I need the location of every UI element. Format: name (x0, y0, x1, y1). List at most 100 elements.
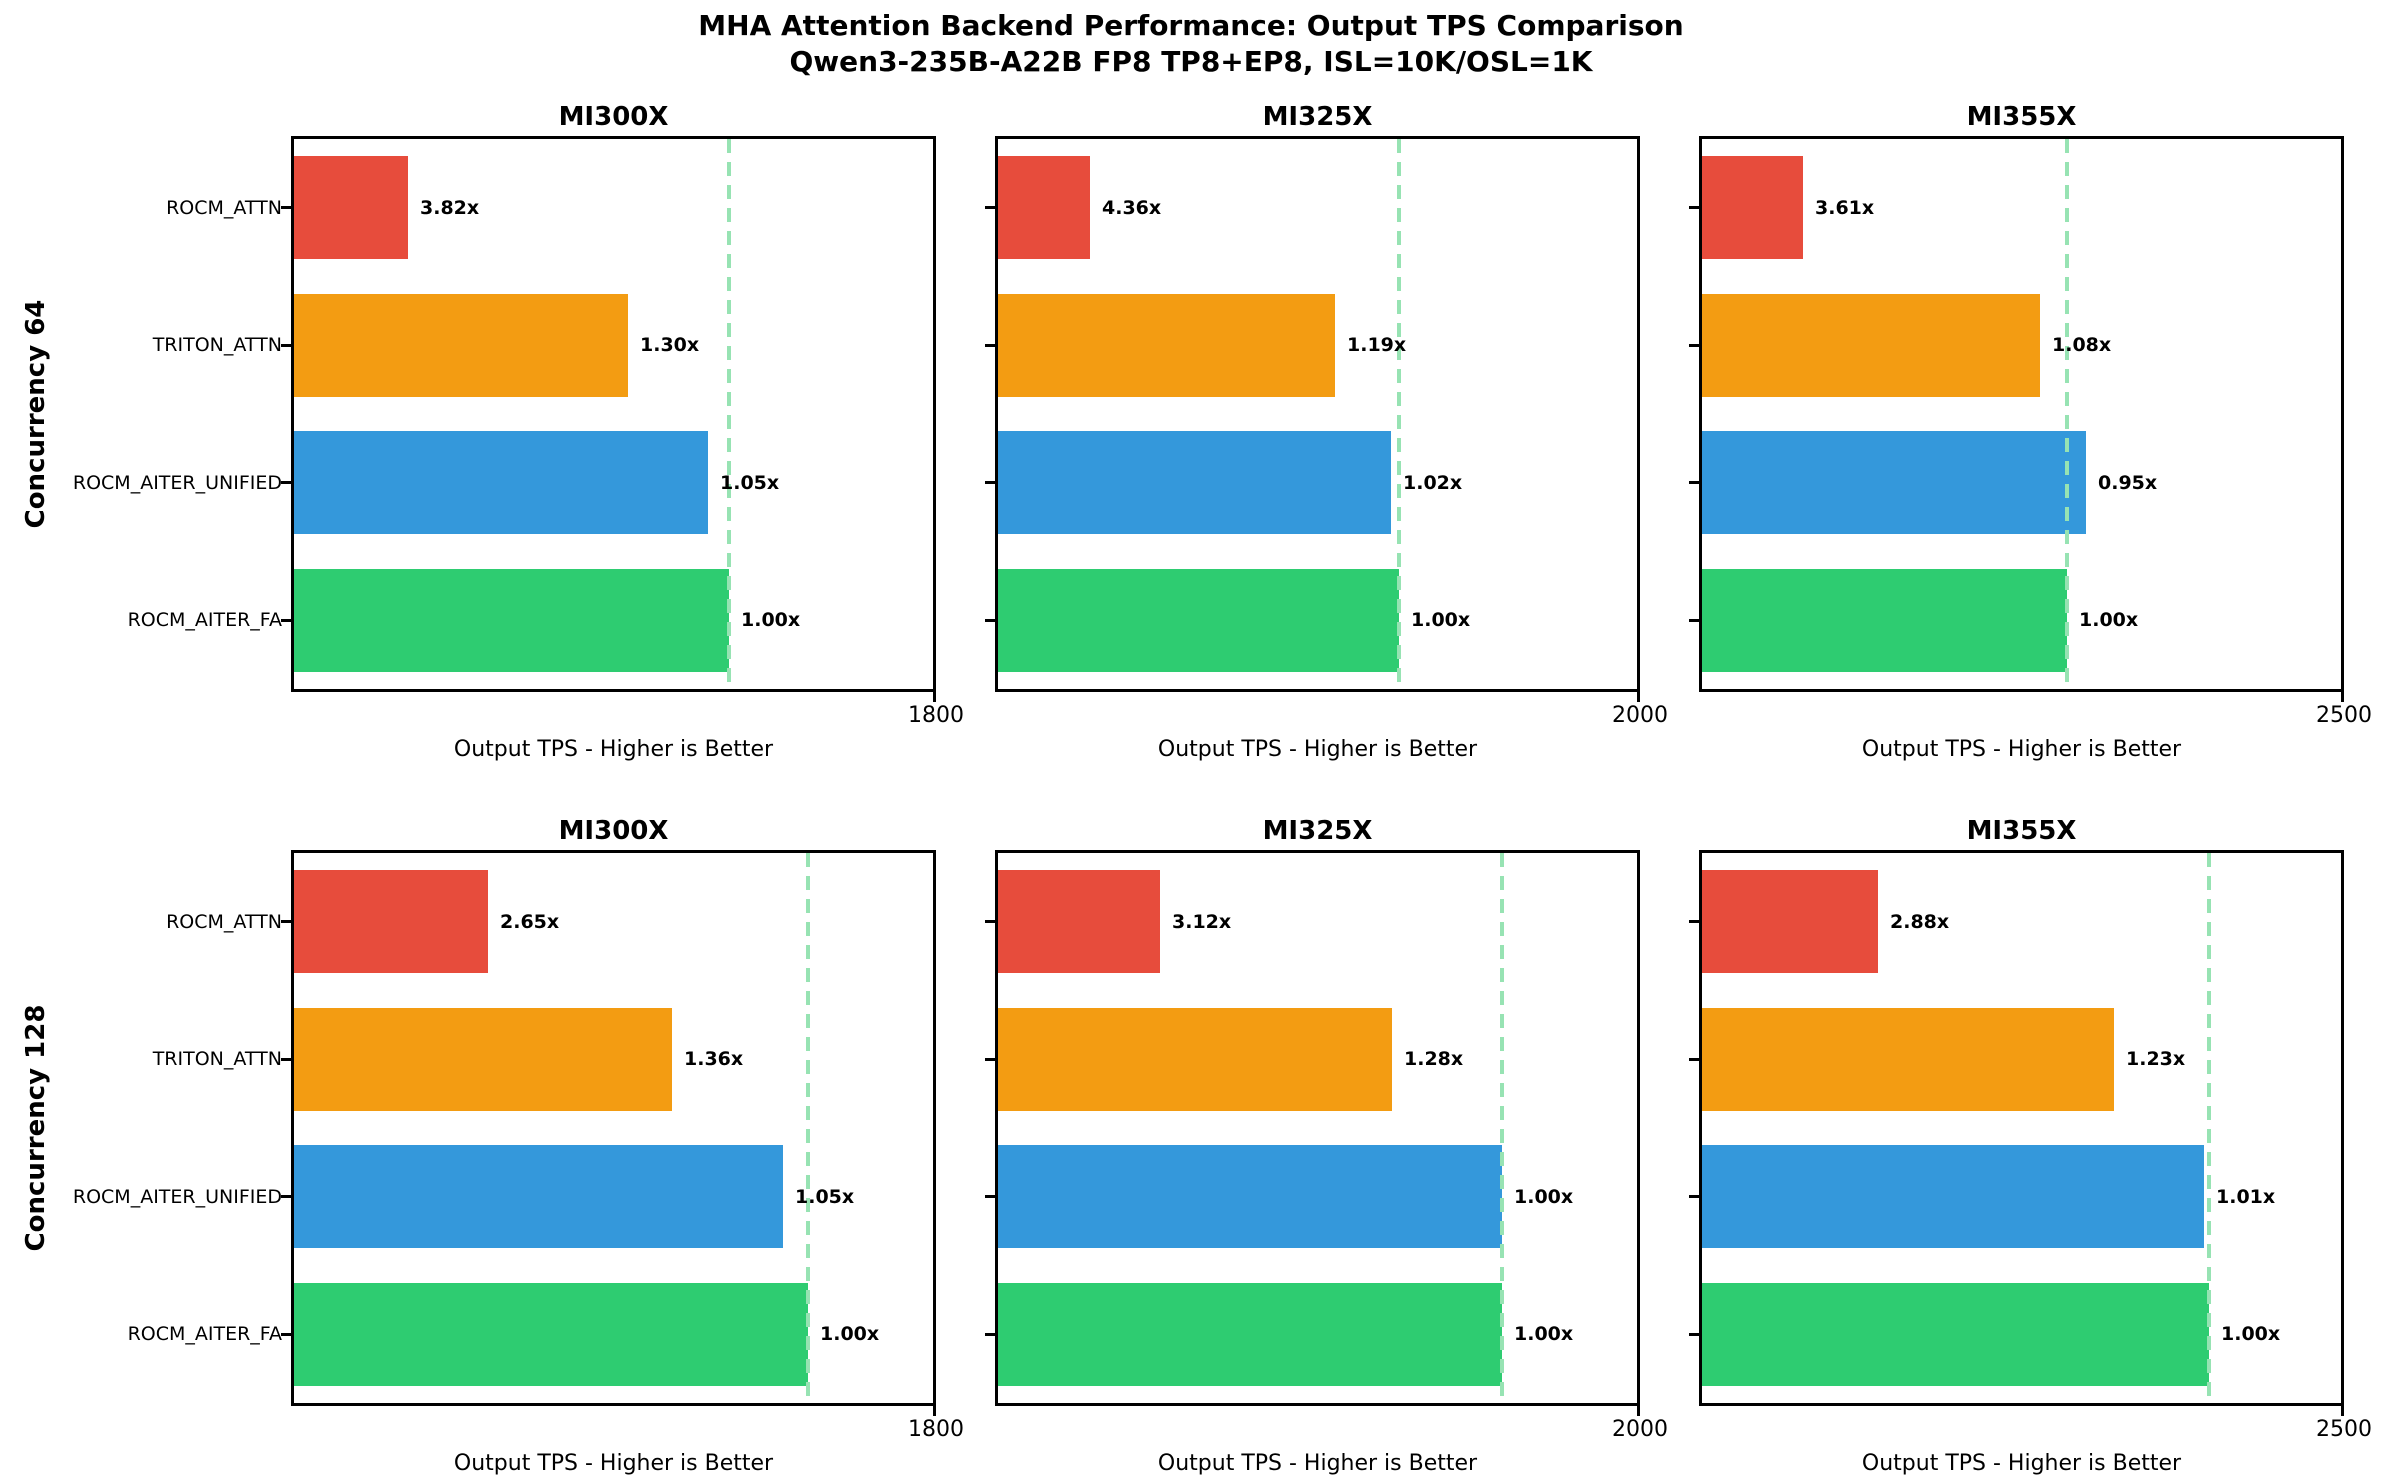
y-tick-mark (985, 343, 995, 347)
y-tick-label: TRITON_ATTN (152, 334, 282, 357)
speedup-label: 1.30x (640, 334, 700, 357)
speedup-label: 1.05x (720, 471, 780, 494)
x-tick-mark (1637, 1406, 1640, 1416)
y-tick-mark (985, 1332, 995, 1336)
x-tick-mark (933, 1406, 936, 1416)
subplot-title: MI355X (1966, 102, 2077, 132)
speedup-label: 4.36x (1102, 196, 1162, 219)
y-tick-label: ROCM_ATTN (166, 910, 282, 933)
y-tick-mark (1689, 1057, 1699, 1061)
axes-panel: 3.82x 1.30x 1.05x 1.00x (291, 136, 936, 692)
bar-rocm-attn (1702, 156, 1803, 259)
y-tick-mark (1689, 206, 1699, 210)
chart-title: MHA Attention Backend Performance: Outpu… (698, 9, 1684, 42)
x-tick-mark (1637, 692, 1640, 702)
speedup-label: 1.05x (795, 1185, 855, 1208)
x-axis-label: Output TPS - Higher is Better (1157, 737, 1478, 762)
y-tick-mark (985, 481, 995, 485)
speedup-label: 1.36x (684, 1048, 744, 1071)
axes-panel: 3.12x 1.28x 1.00x 1.00x (995, 850, 1640, 1406)
y-tick-mark (985, 1057, 995, 1061)
y-tick-label: ROCM_AITER_FA (127, 1323, 282, 1346)
subplot-title: MI325X (1262, 816, 1373, 846)
y-tick-mark (281, 481, 291, 485)
bar-rocm-aiter-fa (294, 1282, 808, 1386)
x-tick-mark (2341, 1406, 2344, 1416)
bar-rocm-aiter-fa (1702, 1282, 2209, 1386)
x-axis-label: Output TPS - Higher is Better (1861, 737, 2182, 762)
baseline-dashed-line (1500, 853, 1504, 1403)
bar-rocm-aiter-unified (1702, 1145, 2204, 1248)
axes-panel: 2.88x 1.23x 1.01x 1.00x (1699, 850, 2344, 1406)
bar-triton-attn (1702, 293, 2040, 397)
baseline-dashed-line (806, 853, 810, 1403)
y-tick-mark (985, 920, 995, 924)
y-tick-label: TRITON_ATTN (152, 1048, 282, 1071)
speedup-label: 1.00x (1514, 1323, 1574, 1346)
y-tick-mark (1689, 343, 1699, 347)
y-tick-label: ROCM_AITER_UNIFIED (72, 1185, 282, 1208)
bar-rocm-aiter-fa (294, 568, 729, 672)
speedup-label: 3.82x (420, 196, 480, 219)
y-tick-mark (1689, 618, 1699, 622)
speedup-label: 0.95x (2098, 471, 2158, 494)
bar-rocm-attn (294, 870, 488, 973)
subplot-title: MI300X (558, 816, 669, 846)
speedup-label: 3.61x (1815, 196, 1875, 219)
baseline-dashed-line (2207, 853, 2211, 1403)
bar-triton-attn (294, 1007, 672, 1111)
speedup-label: 1.28x (1404, 1048, 1464, 1071)
speedup-label: 1.00x (820, 1323, 880, 1346)
speedup-label: 1.02x (1403, 471, 1463, 494)
bar-rocm-aiter-fa (998, 1282, 1502, 1386)
subplot-title: MI325X (1262, 102, 1373, 132)
x-axis-label: Output TPS - Higher is Better (453, 737, 774, 762)
x-tick-label: 2000 (1612, 1417, 1668, 1442)
bar-rocm-aiter-unified (294, 431, 708, 534)
y-tick-label: ROCM_AITER_UNIFIED (72, 471, 282, 494)
speedup-label: 3.12x (1172, 910, 1232, 933)
y-tick-mark (985, 618, 995, 622)
x-tick-label: 1800 (908, 1417, 964, 1442)
y-tick-mark (281, 343, 291, 347)
y-tick-mark (281, 1195, 291, 1199)
x-axis-label: Output TPS - Higher is Better (453, 1451, 774, 1475)
x-axis-label: Output TPS - Higher is Better (1861, 1451, 2182, 1475)
x-tick-label: 2500 (2316, 703, 2372, 728)
y-tick-mark (1689, 920, 1699, 924)
x-tick-mark (933, 692, 936, 702)
y-tick-mark (985, 1195, 995, 1199)
speedup-label: 1.08x (2052, 334, 2112, 357)
bar-rocm-aiter-unified (1702, 431, 2086, 534)
x-tick-mark (2341, 692, 2344, 702)
bar-rocm-aiter-unified (998, 431, 1391, 534)
chart-subtitle: Qwen3-235B-A22B FP8 TP8+EP8, ISL=10K/OSL… (789, 45, 1593, 78)
y-tick-mark (281, 1332, 291, 1336)
y-tick-mark (281, 618, 291, 622)
speedup-label: 1.19x (1347, 334, 1407, 357)
baseline-dashed-line (2065, 139, 2069, 689)
bar-rocm-aiter-fa (998, 568, 1399, 672)
bar-rocm-attn (998, 156, 1090, 259)
baseline-dashed-line (727, 139, 731, 689)
baseline-dashed-line (1397, 139, 1401, 689)
y-tick-label: ROCM_AITER_FA (127, 609, 282, 632)
x-tick-label: 2500 (2316, 1417, 2372, 1442)
bar-triton-attn (998, 1007, 1392, 1111)
axes-panel: 4.36x 1.19x 1.02x 1.00x (995, 136, 1640, 692)
y-tick-mark (281, 206, 291, 210)
y-tick-mark (281, 920, 291, 924)
subplot-title: MI300X (558, 102, 669, 132)
bar-rocm-aiter-unified (294, 1145, 783, 1248)
y-tick-mark (1689, 1195, 1699, 1199)
bar-rocm-attn (294, 156, 408, 259)
speedup-label: 1.00x (2079, 609, 2139, 632)
y-tick-mark (1689, 481, 1699, 485)
bar-rocm-attn (1702, 870, 1878, 973)
speedup-label: 1.00x (741, 609, 801, 632)
row-ylabel: Concurrency 128 (21, 1004, 51, 1252)
bar-rocm-aiter-fa (1702, 568, 2067, 672)
speedup-label: 2.88x (1890, 910, 1950, 933)
x-tick-label: 2000 (1612, 703, 1668, 728)
